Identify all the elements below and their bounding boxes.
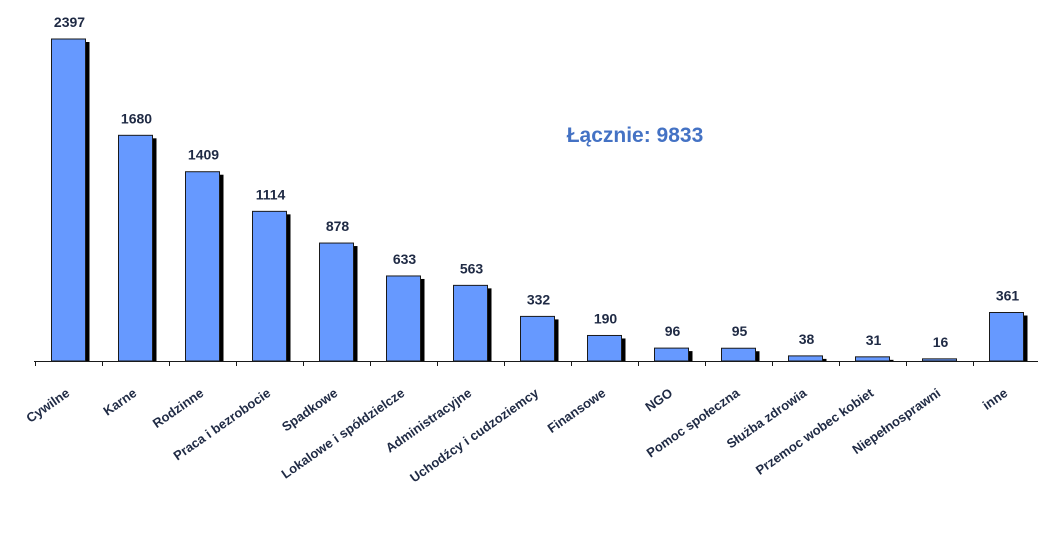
bar-14	[989, 312, 1024, 362]
bar-10	[721, 347, 756, 362]
value-label-2: 1409	[188, 147, 219, 163]
category-label-1: Karne	[100, 385, 139, 418]
category-label-5: Lokalowe i spółdzielcze	[278, 385, 407, 481]
value-label-7: 332	[527, 291, 551, 307]
bar-12	[855, 356, 890, 362]
value-label-9: 96	[665, 323, 681, 339]
bar-4	[319, 242, 354, 362]
category-label-0: Cywilne	[23, 385, 72, 425]
value-label-5: 633	[393, 251, 417, 267]
value-label-10: 95	[732, 323, 748, 339]
value-label-4: 878	[326, 218, 350, 234]
value-label-1: 1680	[121, 110, 152, 126]
value-label-13: 16	[933, 334, 949, 350]
value-label-8: 190	[594, 310, 618, 326]
bar-13	[922, 358, 957, 362]
x-axis-ticks	[35, 361, 974, 366]
value-label-14: 361	[996, 288, 1020, 304]
bar-9	[654, 347, 689, 362]
bar-2	[185, 171, 220, 362]
bar-8	[587, 334, 622, 362]
bar-7	[520, 315, 555, 362]
value-label-6: 563	[460, 260, 484, 276]
bar-5	[386, 275, 421, 362]
bars-group	[51, 38, 1028, 362]
bar-3	[252, 210, 287, 362]
category-label-4: Spadkowe	[279, 385, 340, 434]
category-label-2: Rodzinne	[150, 385, 207, 431]
category-label-12: Przemoc wobec kobiet	[753, 385, 877, 478]
value-label-0: 2397	[54, 14, 85, 30]
bar-0	[51, 38, 86, 362]
value-labels-group: 2397 1680 1409 1114 878 633 563 332 190 96 95 38 31 1…	[54, 14, 1019, 350]
value-label-12: 31	[866, 332, 882, 348]
category-label-9: NGO	[642, 385, 675, 414]
category-label-7: Uchodźcy i cudzoziemcy	[407, 385, 542, 486]
value-label-3: 1114	[256, 186, 286, 202]
bar-11	[788, 355, 823, 362]
category-label-14: inne	[980, 385, 1011, 413]
total-annotation: Łącznie: 9833	[567, 124, 704, 147]
category-label-8: Finansowe	[545, 385, 609, 436]
value-label-11: 38	[799, 331, 815, 347]
bar-6	[453, 284, 488, 362]
bar-1	[118, 134, 153, 362]
